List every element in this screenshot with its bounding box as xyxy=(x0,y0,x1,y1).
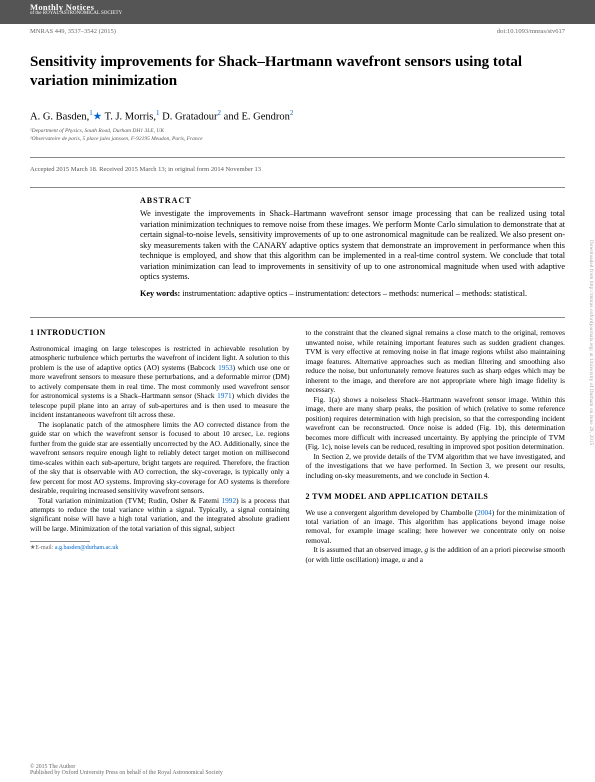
main-content: Sensitivity improvements for Shack–Hartm… xyxy=(0,35,595,564)
ref-shack[interactable]: 1971 xyxy=(217,391,232,400)
publisher-line: Published by Oxford University Press on … xyxy=(30,770,565,776)
sec2-para-2: It is assumed that an observed image, g … xyxy=(306,545,566,564)
affiliation-2: ²Observatoire de paris, 5 place jules ja… xyxy=(30,136,565,144)
author-1: A. G. Basden, xyxy=(30,111,89,122)
divider-abstract xyxy=(30,317,565,318)
abstract-text: We investigate the improvements in Shack… xyxy=(140,209,565,283)
keywords-line: Key words: instrumentation: adaptive opt… xyxy=(140,289,565,300)
corresponding-star[interactable]: ★ xyxy=(93,111,102,122)
divider-bottom xyxy=(30,187,565,188)
email-prefix: ★E-mail: xyxy=(30,545,55,551)
right-column: to the constraint that the cleaned signa… xyxy=(306,328,566,564)
keywords-label: Key words: xyxy=(140,289,180,298)
section-1-title: 1 INTRODUCTION xyxy=(30,328,290,338)
abstract-block: ABSTRACT We investigate the improvements… xyxy=(140,196,565,299)
col2-para-3: In Section 2, we provide details of the … xyxy=(306,452,566,480)
divider-top xyxy=(30,157,565,158)
author-4-affil[interactable]: 2 xyxy=(290,109,294,117)
author-4: and E. Gendron xyxy=(224,111,290,122)
abstract-heading: ABSTRACT xyxy=(140,196,565,205)
society-name: of the ROYAL ASTRONOMICAL SOCIETY xyxy=(30,11,565,16)
section-2-title: 2 TVM MODEL AND APPLICATION DETAILS xyxy=(306,492,566,502)
left-column: 1 INTRODUCTION Astronomical imaging on l… xyxy=(30,328,290,564)
col2-para-2: Fig. 1(a) shows a noiseless Shack–Hartma… xyxy=(306,395,566,452)
ref-babcock[interactable]: 1953 xyxy=(218,363,233,372)
doi-text: doi:10.1093/mnras/stv617 xyxy=(497,28,565,35)
email-divider xyxy=(30,541,90,542)
two-column-body: 1 INTRODUCTION Astronomical imaging on l… xyxy=(30,328,565,564)
journal-header: Monthly Notices of the ROYAL ASTRONOMICA… xyxy=(0,0,595,24)
page-footer: © 2015 The Author Published by Oxford Un… xyxy=(30,764,565,776)
author-list: A. G. Basden,1★ T. J. Morris,1 D. Gratad… xyxy=(30,109,565,123)
submission-dates: Accepted 2015 March 18. Received 2015 Ma… xyxy=(30,166,565,173)
author-2: T. J. Morris, xyxy=(105,111,156,122)
top-meta-row: MNRAS 449, 3537–3542 (2015) doi:10.1093/… xyxy=(0,24,595,35)
intro-para-3: Total variation minimization (TVM; Rudin… xyxy=(30,496,290,534)
ref-chambolle[interactable]: 2004 xyxy=(477,508,492,517)
paper-title: Sensitivity improvements for Shack–Hartm… xyxy=(30,53,565,91)
keywords-text: instrumentation: adaptive optics – instr… xyxy=(180,289,527,298)
intro-para-2: The isoplanatic patch of the atmosphere … xyxy=(30,420,290,496)
author-2-affil[interactable]: 1 xyxy=(156,109,160,117)
download-attribution: Downloaded from http://mnras.oxfordjourn… xyxy=(588,240,593,445)
intro-para-1: Astronomical imaging on large telescopes… xyxy=(30,344,290,420)
corresponding-email: ★E-mail: a.g.basden@durham.ac.uk xyxy=(30,541,290,553)
author-3: D. Gratadour xyxy=(162,111,217,122)
ref-rudin[interactable]: 1992 xyxy=(222,496,237,505)
citation-text: MNRAS 449, 3537–3542 (2015) xyxy=(30,28,116,35)
email-address[interactable]: a.g.basden@durham.ac.uk xyxy=(55,545,119,551)
author-3-affil[interactable]: 2 xyxy=(218,109,222,117)
affiliation-1: ¹Department of Physics, South Road, Durh… xyxy=(30,128,565,136)
col2-para-1: to the constraint that the cleaned signa… xyxy=(306,328,566,394)
sec2-para-1: We use a convergent algorithm developed … xyxy=(306,508,566,546)
